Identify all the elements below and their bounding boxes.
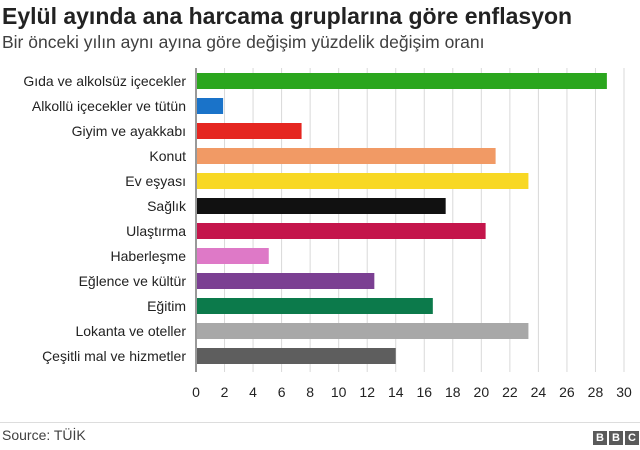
x-tick-label: 28 <box>588 384 604 400</box>
chart-subtitle: Bir önceki yılın aynı ayına göre değişim… <box>2 32 485 52</box>
x-tick-labels: 0 2 4 6 8 10 12 14 16 18 20 22 24 26 28 30 <box>192 384 632 400</box>
bar <box>197 323 529 339</box>
category-label: Eğitim <box>147 298 186 314</box>
x-tick-label: 14 <box>388 384 404 400</box>
category-label: Lokanta ve oteller <box>75 323 186 339</box>
x-tick-label: 16 <box>416 384 432 400</box>
bar <box>197 198 446 214</box>
bar <box>197 173 529 189</box>
x-tick-label: 22 <box>502 384 518 400</box>
bar <box>197 98 224 114</box>
bars <box>197 73 607 364</box>
x-tick-label: 24 <box>531 384 547 400</box>
bar <box>197 298 433 314</box>
bar <box>197 73 607 89</box>
category-label: Konut <box>149 148 186 164</box>
chart-title: Eylül ayında ana harcama gruplarına göre… <box>2 3 573 29</box>
bbc-logo: B B C <box>593 431 639 445</box>
category-label: Gıda ve alkolsüz içecekler <box>23 73 186 89</box>
logo-letter: B <box>609 431 623 445</box>
bar <box>197 223 486 239</box>
category-label: Ev eşyası <box>125 173 186 189</box>
bar <box>197 248 269 264</box>
category-label: Sağlık <box>147 198 187 214</box>
category-label: Çeşitli mal ve hizmetler <box>42 348 186 364</box>
category-labels: Gıda ve alkolsüz içecekler Alkollü içecek… <box>23 73 187 364</box>
x-tick-label: 26 <box>559 384 575 400</box>
gridlines <box>195 68 625 372</box>
x-tick-label: 18 <box>445 384 461 400</box>
category-label: Ulaştırma <box>126 223 186 239</box>
bar <box>197 348 396 364</box>
bar <box>197 273 375 289</box>
x-tick-label: 8 <box>306 384 314 400</box>
category-label: Giyim ve ayakkabı <box>72 123 186 139</box>
category-label: Haberleşme <box>111 248 187 264</box>
x-tick-label: 20 <box>474 384 490 400</box>
category-label: Eğlence ve kültür <box>79 273 187 289</box>
x-tick-label: 2 <box>221 384 229 400</box>
x-tick-label: 30 <box>616 384 632 400</box>
x-tick-label: 10 <box>331 384 347 400</box>
x-tick-label: 4 <box>249 384 257 400</box>
source-note: Source: TÜİK <box>2 427 86 443</box>
logo-letter: B <box>593 431 607 445</box>
footer-divider <box>0 422 640 423</box>
category-label: Alkollü içecekler ve tütün <box>32 98 186 114</box>
x-tick-label: 12 <box>359 384 375 400</box>
x-tick-label: 6 <box>278 384 286 400</box>
logo-letter: C <box>625 431 639 445</box>
bar <box>197 123 302 139</box>
bar <box>197 148 496 164</box>
bar-chart: Gıda ve alkolsüz içecekler Alkollü içecek… <box>23 68 632 400</box>
x-tick-label: 0 <box>192 384 200 400</box>
